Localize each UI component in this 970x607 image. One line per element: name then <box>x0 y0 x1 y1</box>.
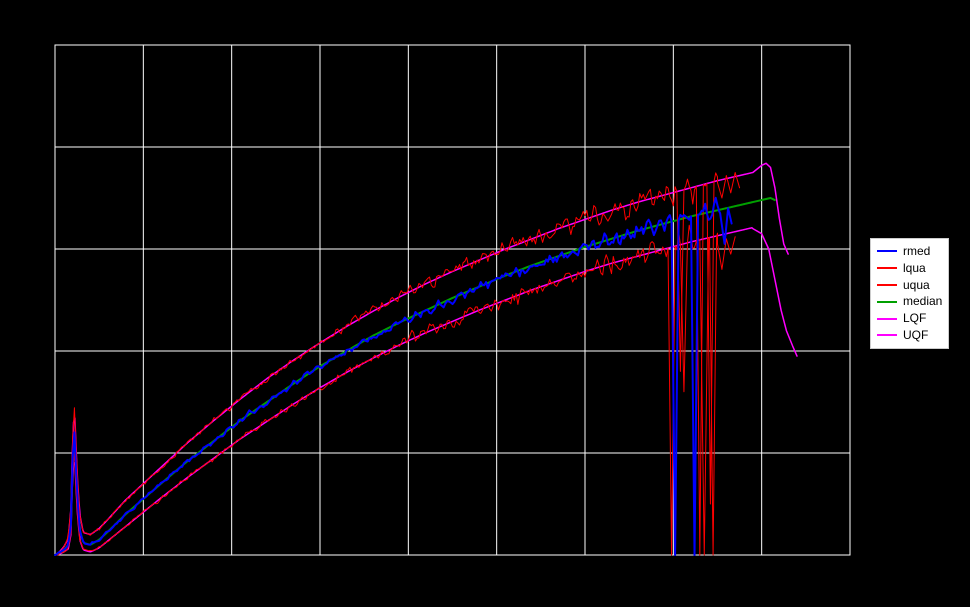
legend-label-rmed: rmed <box>903 243 930 260</box>
legend-swatch-rmed <box>877 250 897 252</box>
legend-label-lqua: lqua <box>903 260 926 277</box>
legend-swatch-median <box>877 301 897 303</box>
legend: rmedlquauquamedianLQFUQF <box>870 238 949 349</box>
legend-swatch-LQF <box>877 318 897 320</box>
legend-item-rmed: rmed <box>877 243 942 260</box>
chart-svg <box>0 0 970 604</box>
chart-container: rmedlquauquamedianLQFUQF <box>0 0 970 604</box>
legend-label-UQF: UQF <box>903 327 928 344</box>
legend-item-median: median <box>877 293 942 310</box>
legend-label-uqua: uqua <box>903 277 930 294</box>
legend-swatch-lqua <box>877 267 897 269</box>
legend-label-LQF: LQF <box>903 310 926 327</box>
legend-item-LQF: LQF <box>877 310 942 327</box>
legend-swatch-uqua <box>877 284 897 286</box>
legend-item-uqua: uqua <box>877 277 942 294</box>
legend-label-median: median <box>903 293 942 310</box>
legend-item-lqua: lqua <box>877 260 942 277</box>
legend-item-UQF: UQF <box>877 327 942 344</box>
legend-swatch-UQF <box>877 334 897 336</box>
